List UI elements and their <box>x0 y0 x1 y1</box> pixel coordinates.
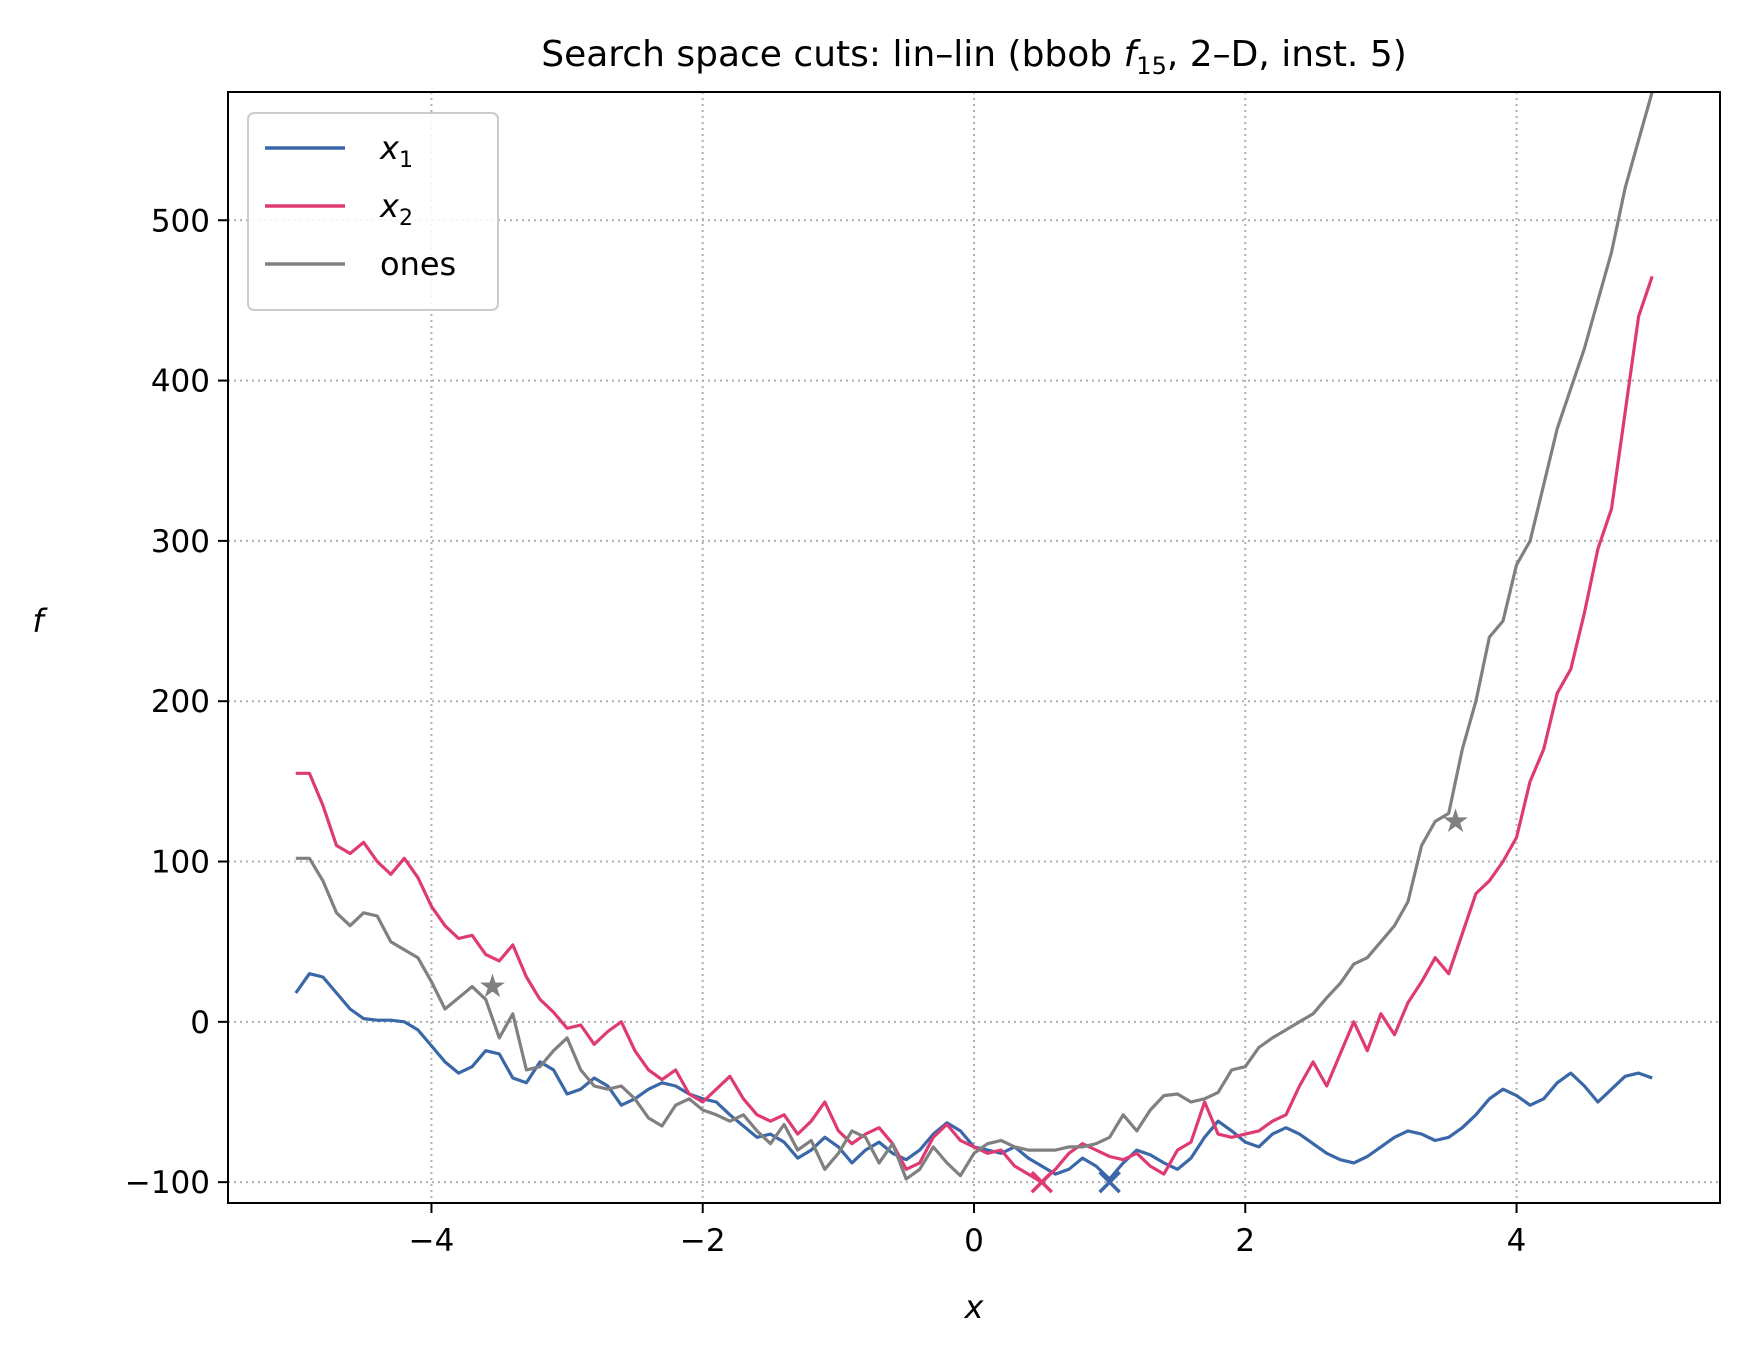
x-tick-label: −2 <box>680 1223 726 1259</box>
y-tick-label: 100 <box>151 845 210 881</box>
legend: x1 x2 ones <box>247 112 499 311</box>
grid <box>228 92 1720 1203</box>
legend-entry-x2: x2 <box>265 187 413 231</box>
x-tick-label: 4 <box>1507 1223 1527 1259</box>
legend-label: ones <box>380 245 456 283</box>
x-tick-label: −4 <box>409 1223 455 1259</box>
y-axis-label: f <box>32 602 48 640</box>
y-tick-label: 400 <box>151 364 210 400</box>
legend-entries: x1 x2 ones <box>265 129 456 283</box>
x-ticks: −4 −2 0 2 4 <box>409 1203 1527 1259</box>
legend-entry-x1: x1 <box>265 129 413 173</box>
legend-label: x2 <box>379 187 413 231</box>
chart-title-prefix: Search space cuts: lin–lin (bbob <box>541 34 1123 75</box>
series-line-ones <box>295 92 1654 1181</box>
x-tick-label: 0 <box>964 1223 984 1259</box>
marker-star-ones <box>1443 808 1468 832</box>
y-tick-label: 0 <box>190 1005 210 1041</box>
marker-star-ones <box>480 973 505 998</box>
chart-title-func-subscript: 15 <box>1136 52 1167 80</box>
chart-title-suffix: , 2–D, inst. 5) <box>1167 34 1407 75</box>
y-tick-label: 500 <box>151 203 210 239</box>
legend-box <box>247 112 499 311</box>
series-line-x2 <box>295 275 1654 1184</box>
markers <box>480 808 1468 1194</box>
y-tick-label: −100 <box>125 1165 210 1201</box>
x-tick-label: 2 <box>1235 1223 1255 1259</box>
x-axis-label: x <box>964 1288 985 1326</box>
y-ticks: −100 0 100 200 300 400 500 <box>125 203 228 1201</box>
chart-title: Search space cuts: lin–lin (bbob f15, 2–… <box>541 34 1407 80</box>
y-tick-label: 200 <box>151 684 210 720</box>
series-lines <box>294 92 1654 1184</box>
legend-label: x1 <box>379 129 413 173</box>
legend-entry-ones: ones <box>265 245 456 283</box>
y-tick-label: 300 <box>151 524 210 560</box>
marker-x-x1 <box>1098 1170 1121 1194</box>
marker-x-x2 <box>1030 1170 1054 1194</box>
